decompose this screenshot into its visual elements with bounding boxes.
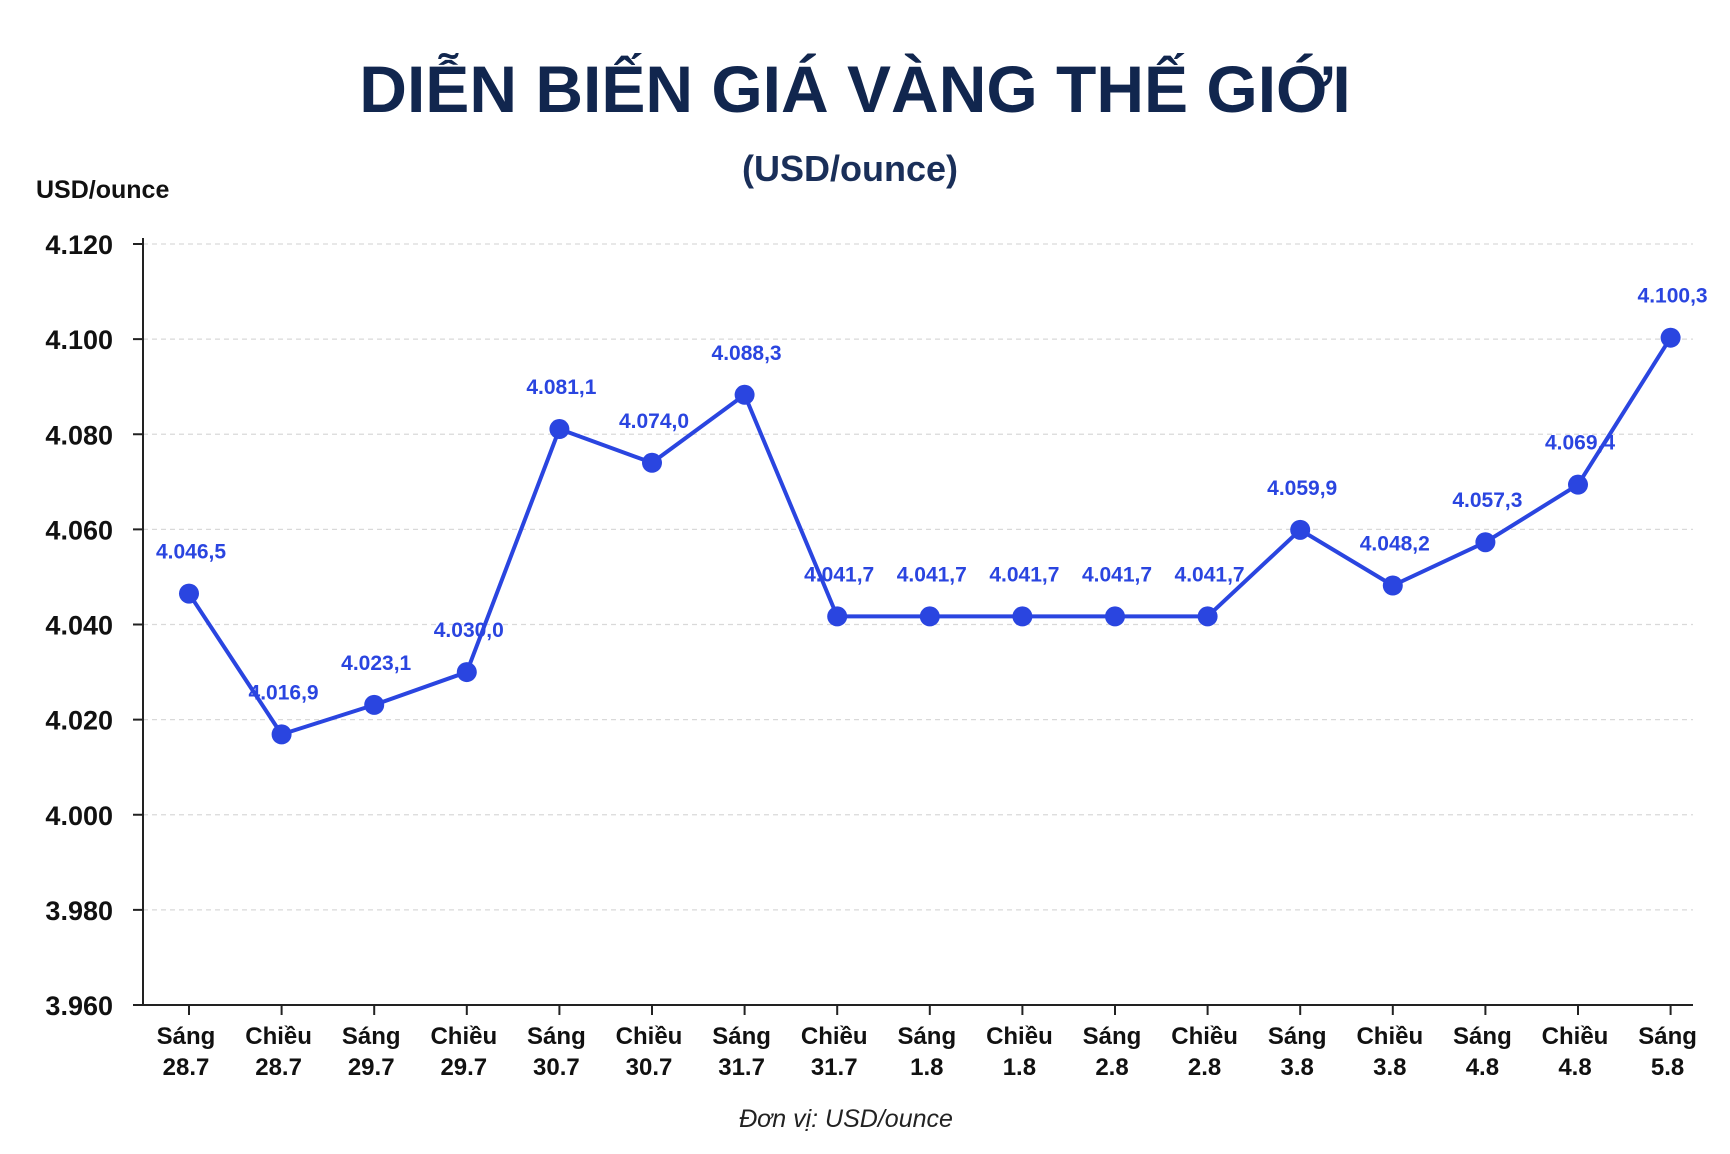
price-series [179, 327, 1681, 745]
data-label: 4.041,7 [989, 563, 1059, 586]
x-tick-label-date: 30.7 [626, 1054, 673, 1081]
data-point [919, 606, 940, 627]
data-label: 4.074,0 [619, 410, 689, 433]
data-point [364, 694, 385, 715]
axes [142, 238, 1693, 1006]
x-tick-label-session: Sáng [712, 1023, 771, 1050]
data-point [179, 583, 199, 604]
x-tick-label-date: 29.7 [348, 1054, 395, 1081]
x-tick-label-session: Chiều [430, 1023, 497, 1050]
data-point [271, 724, 292, 745]
y-tick-label: 4.100 [45, 325, 113, 355]
x-tick-label-session: Chiều [1542, 1023, 1609, 1050]
x-tick-label-date: 30.7 [533, 1054, 580, 1081]
data-point [1660, 327, 1681, 348]
data-point [827, 606, 848, 627]
x-tick-label-date: 3.8 [1281, 1054, 1314, 1081]
data-label: 4.030,0 [434, 619, 504, 642]
chart-subtitle: (USD/ounce) [742, 148, 958, 189]
data-point [1290, 519, 1311, 540]
x-tick-label-session: Sáng [1453, 1023, 1512, 1050]
data-label: 4.041,7 [1175, 563, 1245, 586]
x-tick-label-date: 31.7 [811, 1054, 858, 1081]
x-tick-label-date: 3.8 [1373, 1054, 1406, 1081]
data-label: 4.100,3 [1638, 285, 1708, 308]
data-label: 4.046,5 [156, 541, 226, 564]
unit-footnote: Đơn vị: USD/ounce [739, 1105, 953, 1133]
x-tick-label-session: Chiều [616, 1023, 683, 1050]
x-tick-label-session: Chiều [245, 1023, 312, 1050]
x-tick-label-date: 5.8 [1651, 1054, 1684, 1081]
x-tick-label-date: 28.7 [163, 1054, 210, 1081]
x-tick-label-session: Sáng [897, 1023, 956, 1050]
y-tick-label: 4.120 [45, 230, 113, 260]
data-point [1012, 606, 1033, 627]
chart-title: DIỄN BIẾN GIÁ VÀNG THẾ GIỚI [359, 52, 1350, 126]
x-tick-label-session: Sáng [157, 1023, 216, 1050]
x-tick-label-date: 1.8 [1003, 1054, 1036, 1081]
grid-lines [143, 243, 1693, 911]
y-axis-label: USD/ounce [36, 176, 169, 204]
data-point [1105, 606, 1125, 627]
data-label: 4.023,1 [341, 652, 411, 675]
x-tick-label-date: 4.8 [1466, 1054, 1499, 1081]
y-tick-label: 4.000 [45, 801, 113, 831]
data-label: 4.088,3 [712, 342, 782, 365]
x-axis-ticks: Sáng 28.7 Chiều 28.7 Sáng 29.7 Chiều 29.7 Sáng 30… [157, 1005, 1697, 1081]
y-tick-label: 4.080 [45, 420, 113, 450]
data-label: 4.041,7 [804, 563, 874, 586]
x-tick-label-date: 2.8 [1188, 1054, 1221, 1081]
x-tick-label-session: Sáng [342, 1023, 401, 1050]
data-label: 4.016,9 [249, 681, 319, 704]
data-label: 4.048,2 [1360, 532, 1430, 555]
data-point [456, 662, 477, 683]
data-label: 4.041,7 [897, 563, 967, 586]
data-label: 4.041,7 [1082, 563, 1152, 586]
x-tick-label-session: Chiều [1356, 1023, 1423, 1050]
data-point [1382, 575, 1403, 596]
x-tick-label-session: Chiều [801, 1023, 868, 1050]
data-label: 4.081,1 [526, 376, 596, 399]
data-point [1568, 474, 1588, 495]
x-tick-label-date: 29.7 [440, 1054, 487, 1081]
x-tick-label-date: 28.7 [255, 1054, 302, 1081]
data-point [549, 419, 570, 440]
y-tick-label: 4.060 [45, 515, 113, 545]
x-tick-label-session: Sáng [527, 1023, 586, 1050]
data-label: 4.069,4 [1545, 432, 1615, 455]
x-tick-label-session: Chiều [1171, 1023, 1238, 1050]
x-tick-label-date: 1.8 [910, 1054, 943, 1081]
data-label: 4.057,3 [1452, 489, 1522, 512]
y-axis-ticks: 3.960 3.980 4.000 4.020 4.040 4.060 4.080 4.100… [45, 230, 143, 1021]
y-tick-label: 4.020 [45, 706, 113, 736]
x-tick-label-session: Chiều [986, 1023, 1053, 1050]
x-tick-label-date: 2.8 [1095, 1054, 1128, 1081]
data-labels: 4.046,5 4.016,9 4.023,1 4.030,0 4.081,1 4.074… [156, 285, 1708, 705]
y-tick-label: 3.980 [45, 896, 113, 926]
x-tick-label-session: Sáng [1268, 1023, 1327, 1050]
x-tick-label-date: 4.8 [1558, 1054, 1591, 1081]
x-tick-label-date: 31.7 [718, 1054, 765, 1081]
data-point [1197, 606, 1218, 627]
y-tick-label: 4.040 [45, 611, 113, 641]
data-point [1475, 532, 1496, 553]
data-point [642, 452, 662, 473]
y-tick-label: 3.960 [45, 991, 113, 1021]
data-point [734, 384, 755, 405]
x-tick-label-session: Sáng [1638, 1023, 1697, 1050]
data-label: 4.059,9 [1267, 477, 1337, 500]
x-tick-label-session: Sáng [1083, 1023, 1142, 1050]
